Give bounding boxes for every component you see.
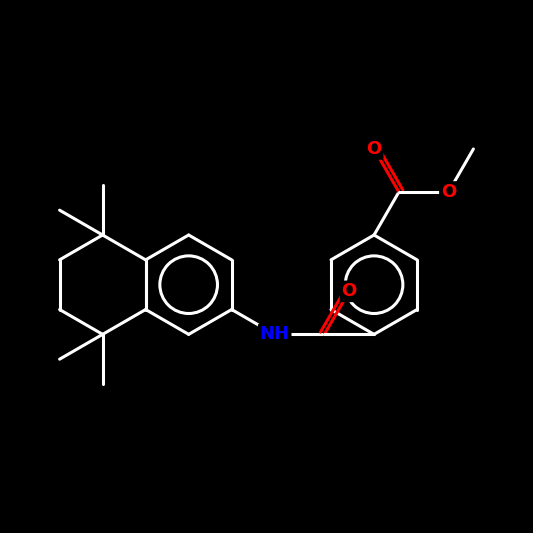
Text: O: O <box>342 282 357 300</box>
Text: O: O <box>366 140 382 158</box>
Text: NH: NH <box>260 325 290 343</box>
Text: O: O <box>441 183 456 201</box>
